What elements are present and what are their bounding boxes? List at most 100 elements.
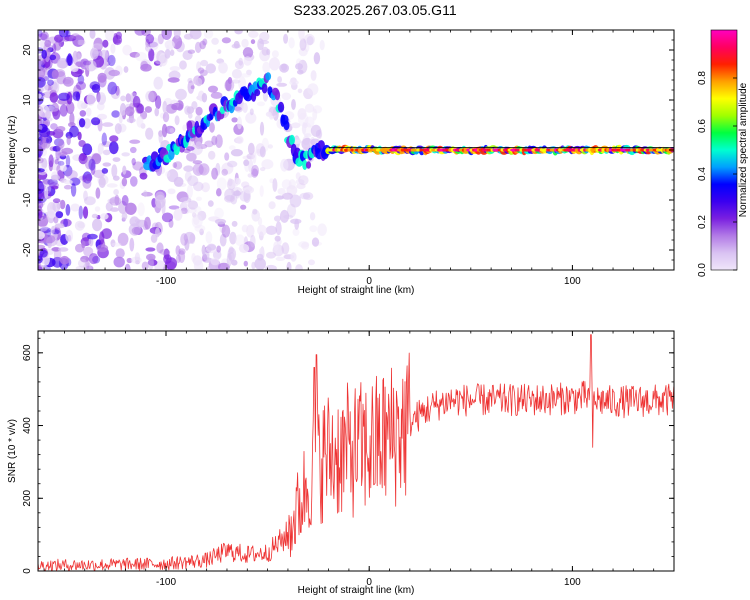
spectrogram-noise-blob [49, 54, 57, 61]
spectrogram-noise-blob [85, 59, 97, 72]
spectrogram-noise-blob [65, 30, 71, 38]
spectrogram-noise-blob [111, 110, 120, 118]
spectrogram-noise-blob [172, 162, 177, 169]
spectrogram-noise-blob [283, 33, 289, 44]
spectrogram-noise-blob [295, 179, 305, 185]
spectrogram-noise-blob [101, 132, 108, 146]
spectrogram-noise-blob [102, 162, 112, 167]
spectrogram-noise-blob [214, 207, 224, 219]
spectrogram-noise-blob [167, 188, 176, 195]
spectrogram-noise-blob [102, 149, 111, 156]
spectrogram-noise-blob [47, 79, 54, 86]
spectrogram-noise-blob [70, 183, 77, 197]
spectrogram-noise-blob [77, 39, 86, 46]
spectrogram-noise-blob [59, 199, 66, 210]
spectrogram-noise-blob [150, 234, 158, 243]
spectrogram-ytick-label: -10 [22, 192, 33, 207]
spectrogram-noise-blob [277, 76, 282, 83]
spectrogram-noise-blob [277, 188, 286, 195]
spectrogram-noise-blob [106, 183, 118, 188]
spectrogram-noise-blob [97, 113, 108, 120]
spectrogram-noise-blob [196, 166, 207, 175]
spectrogram-noise-blob [257, 101, 265, 107]
spectrogram-noise-blob [191, 252, 196, 263]
spectrogram-noise-blob [194, 206, 202, 214]
spectrogram-noise-blob [145, 127, 154, 140]
spectrogram-peak-blob [622, 148, 627, 152]
spectrogram-noise-blob [77, 259, 88, 268]
spectrogram-peak-blob [403, 148, 408, 152]
spectrogram-noise-blob [117, 232, 129, 246]
spectrogram-noise-blob [115, 248, 125, 259]
spectrogram-noise-blob [98, 176, 106, 188]
spectrogram-noise-blob [179, 60, 187, 70]
spectrogram-noise-blob [286, 261, 292, 270]
spectrogram-noise-blob [38, 66, 46, 80]
spectrogram-noise-blob [309, 225, 318, 233]
spectrogram-noise-blob [40, 31, 49, 41]
spectrogram-noise-blob [38, 209, 43, 220]
spectrogram-noise-blob [306, 36, 314, 46]
spectrogram-peak-blob [416, 148, 421, 152]
spectrogram-noise-blob [48, 154, 54, 168]
spectrogram-noise-blob [74, 39, 79, 46]
spectrogram-peak-blob [350, 148, 355, 152]
spectrogram-noise-blob [53, 41, 62, 51]
spectrogram-noise-blob [204, 140, 214, 148]
spectrogram-noise-blob [100, 213, 109, 220]
spectrogram-noise-blob [136, 116, 144, 128]
spectrogram-noise-blob [184, 171, 192, 182]
spectrogram-noise-blob [247, 142, 255, 155]
spectrogram-noise-blob [38, 226, 48, 232]
spectrogram-noise-blob [265, 264, 277, 270]
spectrogram-peak-blob [340, 148, 344, 152]
spectrogram-noise-blob [167, 77, 180, 83]
spectrogram-noise-blob [241, 181, 250, 188]
spectrogram-noise-blob [129, 139, 141, 144]
spectrogram-noise-blob [165, 171, 171, 178]
spectrogram-noise-blob [113, 256, 125, 268]
spectrogram-noise-blob [186, 146, 195, 151]
spectrogram-noise-blob [145, 34, 155, 44]
spectrogram-noise-blob [79, 110, 87, 117]
colorbar-ticks: 0.0 0.2 0.4 0.6 0.8 [697, 71, 737, 277]
spectrogram-noise-blob [217, 49, 222, 54]
spectrogram-noise-blob [76, 81, 86, 90]
spectrogram-noise-blob [157, 33, 164, 45]
spectrogram-peak-blob [649, 148, 653, 152]
spectrogram-noise-blob [288, 179, 296, 190]
spectrogram-noise-blob [111, 164, 118, 178]
spectrogram-noise-blob [158, 130, 163, 144]
spectrogram-noise-blob [201, 182, 211, 193]
spectrogram-peak-blob [400, 148, 405, 152]
spectrogram-noise-blob [58, 139, 65, 149]
snr-xtick-label: 100 [564, 577, 581, 588]
spectrogram-noise-blob [39, 249, 48, 258]
colorbar-tick-label: 0.6 [697, 119, 708, 133]
spectrogram-noise-blob [159, 249, 171, 255]
spectrogram-noise-blob [298, 30, 305, 40]
spectrogram-noise-blob [109, 135, 119, 143]
spectrogram-noise-blob [303, 33, 315, 46]
spectrogram-noise-blob [50, 225, 56, 234]
spectrogram-noise-blob [44, 185, 49, 200]
spectrogram-noise-blob [69, 177, 81, 186]
spectrogram-ridge-blob [305, 161, 312, 169]
spectrogram-noise-blob [281, 63, 288, 71]
spectrogram-noise-blob [94, 206, 101, 212]
spectrogram-noise-blob [54, 34, 64, 43]
spectrogram-noise-blob [189, 30, 202, 40]
spectrogram-noise-blob [303, 133, 312, 138]
spectrogram-noise-blob [78, 205, 84, 220]
spectrogram-noise-blob [198, 163, 210, 176]
spectrogram-noise-blob [129, 216, 140, 227]
spectrogram-xtick-label: -100 [156, 276, 176, 287]
spectrogram-noise-blob [199, 69, 208, 77]
spectrogram-noise-blob [131, 158, 136, 166]
spectrogram-noise-blob [301, 242, 310, 250]
spectrogram-noise-blob [112, 175, 120, 181]
spectrogram-noise-blob [107, 54, 116, 67]
spectrogram-noise-blob [273, 241, 279, 252]
snr-xtick-label: -100 [156, 577, 176, 588]
spectrogram-noise-blob [211, 37, 219, 45]
